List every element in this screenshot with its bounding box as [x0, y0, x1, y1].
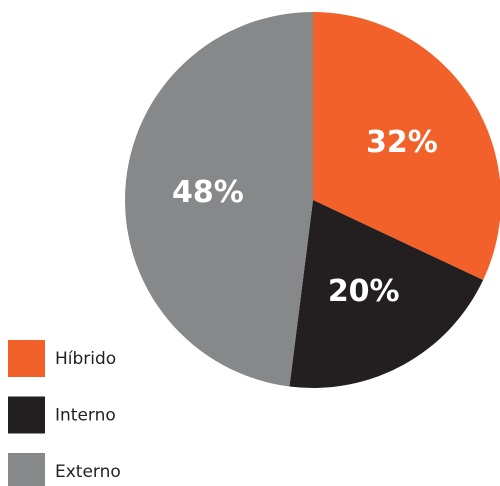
slice-label: 48%	[172, 175, 244, 210]
pie-slice	[289, 200, 484, 388]
legend-label: Interno	[55, 406, 116, 426]
pie-slice	[124, 12, 313, 387]
pie-slice	[313, 12, 500, 281]
legend-swatch	[8, 340, 45, 377]
legend-label: Externo	[55, 462, 121, 482]
legend-swatch	[8, 396, 45, 434]
slice-label: 20%	[328, 274, 400, 309]
legend-label: Híbrido	[55, 349, 116, 369]
slice-label: 32%	[366, 125, 438, 160]
legend-swatch	[8, 453, 45, 486]
